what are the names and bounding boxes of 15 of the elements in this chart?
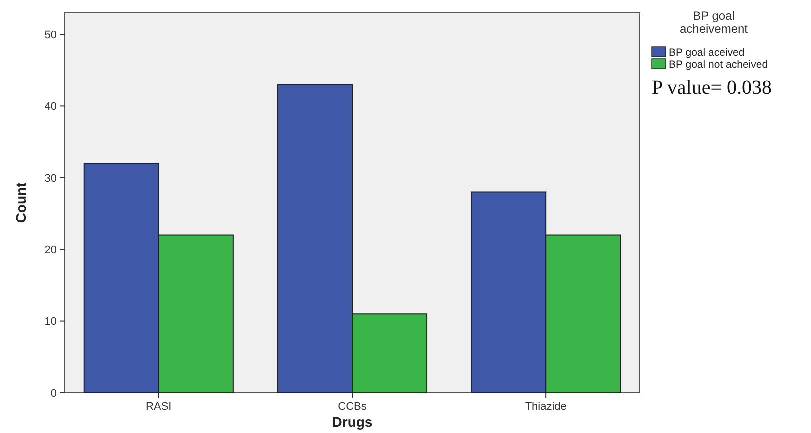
y-tick-label: 40 <box>44 101 57 114</box>
y-axis-title: Count <box>13 182 29 224</box>
y-tick-label: 20 <box>44 244 57 256</box>
legend-label: BP goal not acheived <box>669 59 768 71</box>
y-tick-label: 50 <box>44 29 57 42</box>
x-tick-label: Thiazide <box>525 401 567 413</box>
x-tick-label: CCBs <box>338 401 368 413</box>
legend-title: BP goal acheivement <box>680 9 749 36</box>
y-tick-label: 10 <box>44 316 57 328</box>
legend-label: BP goal aceived <box>669 47 745 59</box>
y-tick-label: 0 <box>50 388 57 400</box>
x-tick-label: RASI <box>146 401 172 413</box>
y-tick-label: 30 <box>44 172 57 185</box>
x-axis-title: Drugs <box>332 414 373 430</box>
text: P value= 0.038 <box>652 77 772 99</box>
